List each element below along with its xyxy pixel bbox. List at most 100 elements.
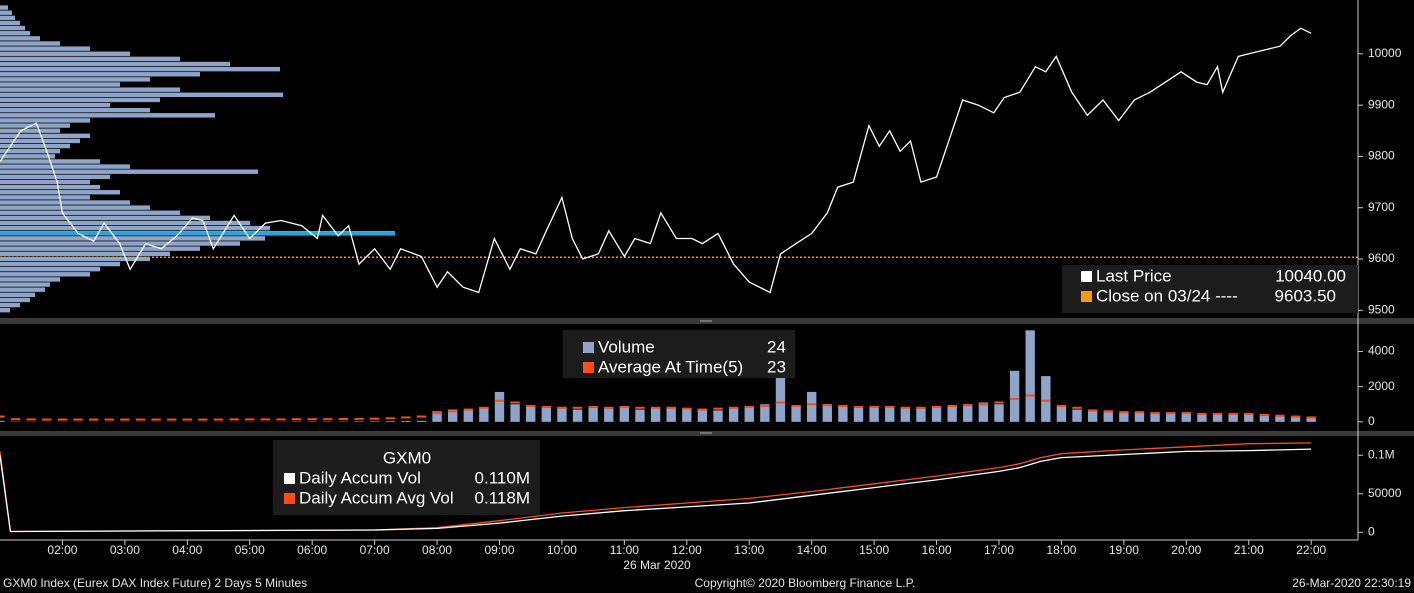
legend-box — [563, 330, 795, 378]
x-tick-label: 12:00 — [672, 543, 702, 557]
volume-bar — [1041, 376, 1051, 422]
legend-label: Volume — [598, 337, 655, 356]
profile-bar — [0, 46, 90, 51]
volume-bar — [1009, 370, 1020, 422]
profile-bar — [0, 302, 20, 308]
profile-bar — [0, 107, 150, 113]
x-tick-label: 08:00 — [422, 543, 452, 557]
profile-bar — [0, 190, 120, 195]
volume-bar — [853, 407, 864, 422]
volume-bar — [885, 406, 895, 422]
profile-bar — [0, 236, 265, 241]
x-tick-label: 19:00 — [1109, 543, 1139, 557]
volume-bar — [385, 421, 395, 422]
profile-bar — [0, 277, 60, 282]
profile-bar — [0, 133, 90, 139]
volume-bar — [416, 420, 427, 422]
x-tick-label: 10:00 — [547, 543, 577, 557]
legend-value: 23 — [767, 357, 786, 376]
x-tick-label: 18:00 — [1046, 543, 1076, 557]
profile-bar — [0, 143, 70, 149]
profile-bar — [0, 123, 70, 128]
profile-bar — [0, 154, 55, 159]
legend-value: 0.110M — [475, 468, 530, 487]
legend-layer: Last Price 10040.00 Close on 03/24 ---- … — [273, 265, 1358, 515]
footer-left: GXM0 Index (Eurex DAX Index Future) 2 Da… — [3, 576, 307, 590]
legend-swatch — [583, 362, 594, 373]
profile-bar — [0, 10, 12, 15]
y-tick-label: 9900 — [1368, 97, 1395, 111]
x-tick-label: 13:00 — [734, 543, 764, 557]
legend-swatch — [284, 493, 295, 504]
y-tick-label: 9700 — [1368, 200, 1395, 214]
x-tick-label: 15:00 — [859, 543, 889, 557]
legend-label: Daily Accum Vol — [299, 468, 421, 487]
profile-bar — [0, 138, 80, 144]
legend-value: 10040.00 — [1275, 266, 1346, 285]
volume-bar — [900, 407, 911, 422]
x-tick-label: 04:00 — [172, 543, 202, 557]
volume-bar — [1244, 413, 1254, 422]
profile-bar — [0, 261, 120, 267]
line — [0, 442, 1312, 533]
profile-bar — [0, 51, 130, 56]
profile-bar — [0, 128, 60, 133]
y-tick-label: 0 — [1368, 414, 1375, 428]
plot-layer — [0, 5, 1358, 533]
volume-bar — [947, 406, 957, 422]
volume-bar — [760, 404, 770, 422]
footer-center: Copyright© 2020 Bloomberg Finance L.P. — [695, 576, 916, 590]
profile-bar — [0, 266, 100, 272]
volume-bar — [1025, 330, 1035, 422]
volume-bar — [1087, 411, 1098, 422]
legend-swatch — [1081, 271, 1092, 282]
profile-bar — [0, 102, 110, 108]
volume-bar — [1056, 406, 1067, 422]
profile-bar — [0, 220, 250, 226]
volume-bar — [1134, 413, 1145, 422]
x-tick-label: 07:00 — [360, 543, 390, 557]
volume-bar — [604, 408, 614, 422]
profile-bar — [0, 36, 40, 41]
y-tick-label: 50000 — [1368, 486, 1402, 500]
volume-bar — [1228, 414, 1238, 422]
profile-bar — [0, 195, 90, 200]
volume-bar — [806, 391, 817, 422]
profile-bar — [0, 66, 280, 72]
y-tick-label: 9800 — [1368, 149, 1395, 163]
volume-bar — [1306, 418, 1316, 422]
volume-bar — [432, 411, 442, 422]
y-tick-label: 4000 — [1368, 344, 1395, 358]
x-tick-label: 14:00 — [797, 543, 827, 557]
volume-bar — [1103, 412, 1113, 422]
legend-swatch — [284, 473, 295, 484]
profile-bar — [0, 20, 20, 26]
x-tick-label: 02:00 — [47, 543, 77, 557]
profile-bar — [0, 179, 90, 185]
volume-bar — [588, 407, 598, 422]
profile-bar — [0, 15, 15, 21]
volume-bar — [463, 410, 473, 422]
profile-bar — [0, 215, 210, 221]
volume-bar — [713, 410, 723, 422]
volume-bar — [572, 409, 583, 422]
x-tick-label: 11:00 — [610, 543, 639, 557]
legend-label: Average At Time(5) — [598, 357, 743, 376]
x-tick-label: 09:00 — [484, 543, 514, 557]
legend-swatch — [1081, 291, 1092, 302]
volume-bar — [479, 407, 489, 422]
volume-bar — [510, 404, 520, 422]
profile-bar — [0, 246, 200, 251]
profile-bar — [0, 308, 10, 313]
legend-label: Close on 03/24 ---- — [1096, 286, 1238, 305]
volume-bar — [1166, 413, 1176, 422]
volume-bar — [1259, 415, 1270, 422]
footer-right: 26-Mar-2020 22:30:19 — [1292, 576, 1411, 590]
volume-bar — [1181, 413, 1191, 422]
volume-bar — [791, 406, 801, 422]
x-tick-label: 17:00 — [984, 543, 1014, 557]
y-tick-label: 0.1M — [1368, 447, 1395, 461]
profile-bar — [0, 169, 258, 174]
volume-bar — [1290, 417, 1301, 422]
profile-bar — [0, 292, 35, 298]
